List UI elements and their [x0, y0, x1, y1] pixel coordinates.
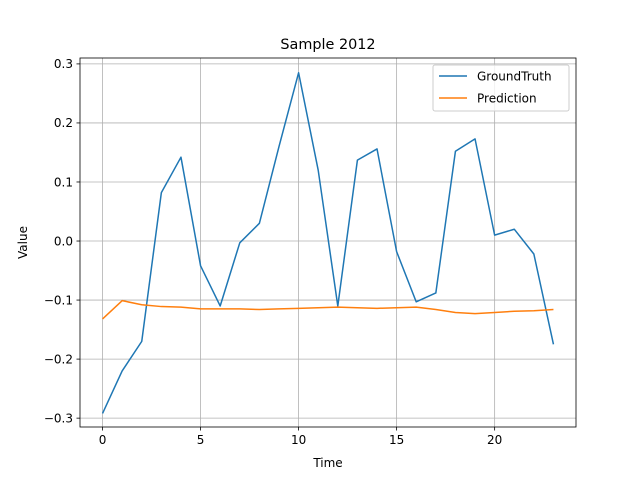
grid	[80, 58, 576, 427]
y-tick-label: 0.1	[54, 175, 73, 189]
x-tick-label: 15	[389, 433, 404, 447]
x-tick-label: 0	[99, 433, 107, 447]
y-tick-label: 0.0	[54, 234, 73, 248]
legend-label-groundtruth: GroundTruth	[477, 70, 552, 84]
series-lines	[101, 72, 555, 414]
y-axis-label: Value	[16, 226, 30, 259]
series-line-prediction	[102, 299, 554, 320]
y-axis-ticks: −0.3 −0.2 −0.1 0.0 0.1 0.2 0.3	[44, 57, 80, 425]
x-tick-label: 20	[487, 433, 502, 447]
legend-label-prediction: Prediction	[477, 92, 537, 106]
x-axis-label: Time	[312, 456, 342, 470]
plot-frame	[79, 57, 577, 428]
series-line-groundtruth	[101, 72, 555, 414]
y-tick-label: 0.3	[54, 57, 73, 71]
y-tick-label: −0.2	[44, 352, 73, 366]
legend: GroundTruth Prediction	[432, 64, 570, 112]
y-tick-label: −0.1	[44, 293, 73, 307]
y-tick-label: −0.3	[44, 411, 73, 425]
y-tick-label: 0.2	[54, 116, 73, 130]
x-axis-ticks: 0 5 10 15 20	[99, 427, 502, 447]
x-tick-label: 5	[197, 433, 205, 447]
x-tick-label: 10	[291, 433, 306, 447]
chart-title: Sample 2012	[280, 37, 375, 53]
